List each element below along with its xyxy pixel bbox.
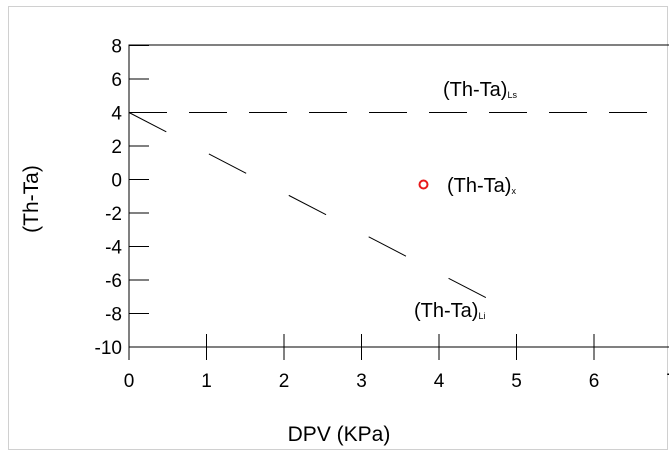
x-tick-label: 7 [666, 371, 669, 392]
x-tick-label: 6 [589, 371, 600, 392]
x-tick-label: 1 [201, 371, 212, 392]
tick-marks [128, 45, 595, 360]
y-tick-label: 0 [111, 171, 122, 192]
point-label: (Th-Ta)x [447, 175, 516, 197]
y-tick-label: 6 [111, 70, 122, 91]
upper-line-label: (Th-Ta)Ls [443, 79, 517, 101]
y-tick-label: -2 [105, 204, 122, 225]
reference-lines [128, 112, 669, 314]
lower-baseline-line [128, 112, 517, 314]
data-points [418, 179, 429, 190]
x-tick-label: 0 [124, 371, 135, 392]
x-tick-label: 3 [356, 371, 367, 392]
y-tick-label: -8 [105, 305, 122, 326]
y-tick-label: -4 [105, 238, 122, 259]
data-point [418, 179, 429, 190]
x-axis-title: DPV (KPa) [288, 423, 391, 446]
lower-line-label: (Th-Ta)Li [414, 300, 485, 322]
y-tick-label: 4 [111, 104, 122, 125]
plot-area-border [128, 44, 669, 348]
x-tick-label: 2 [279, 371, 290, 392]
tick-labels: -10 -8 -6 -4 -2 0 2 4 6 8 0 1 2 3 4 5 6 7 [95, 37, 669, 393]
chart-frame: -10 -8 -6 -4 -2 0 2 4 6 8 0 1 2 3 4 5 6 7 (Th-Ta)Ls (Th-T… [8, 6, 669, 450]
x-tick-label: 4 [434, 371, 445, 392]
x-tick-label: 5 [511, 371, 522, 392]
y-tick-label: -6 [105, 271, 122, 292]
y-tick-label: -10 [95, 338, 122, 359]
y-axis-title: (Th-Ta) [20, 165, 43, 233]
scatter-chart: -10 -8 -6 -4 -2 0 2 4 6 8 0 1 2 3 4 5 6 7 (Th-Ta)Ls (Th-T… [20, 37, 669, 446]
y-tick-label: 2 [111, 137, 122, 158]
y-tick-label: 8 [111, 37, 122, 58]
